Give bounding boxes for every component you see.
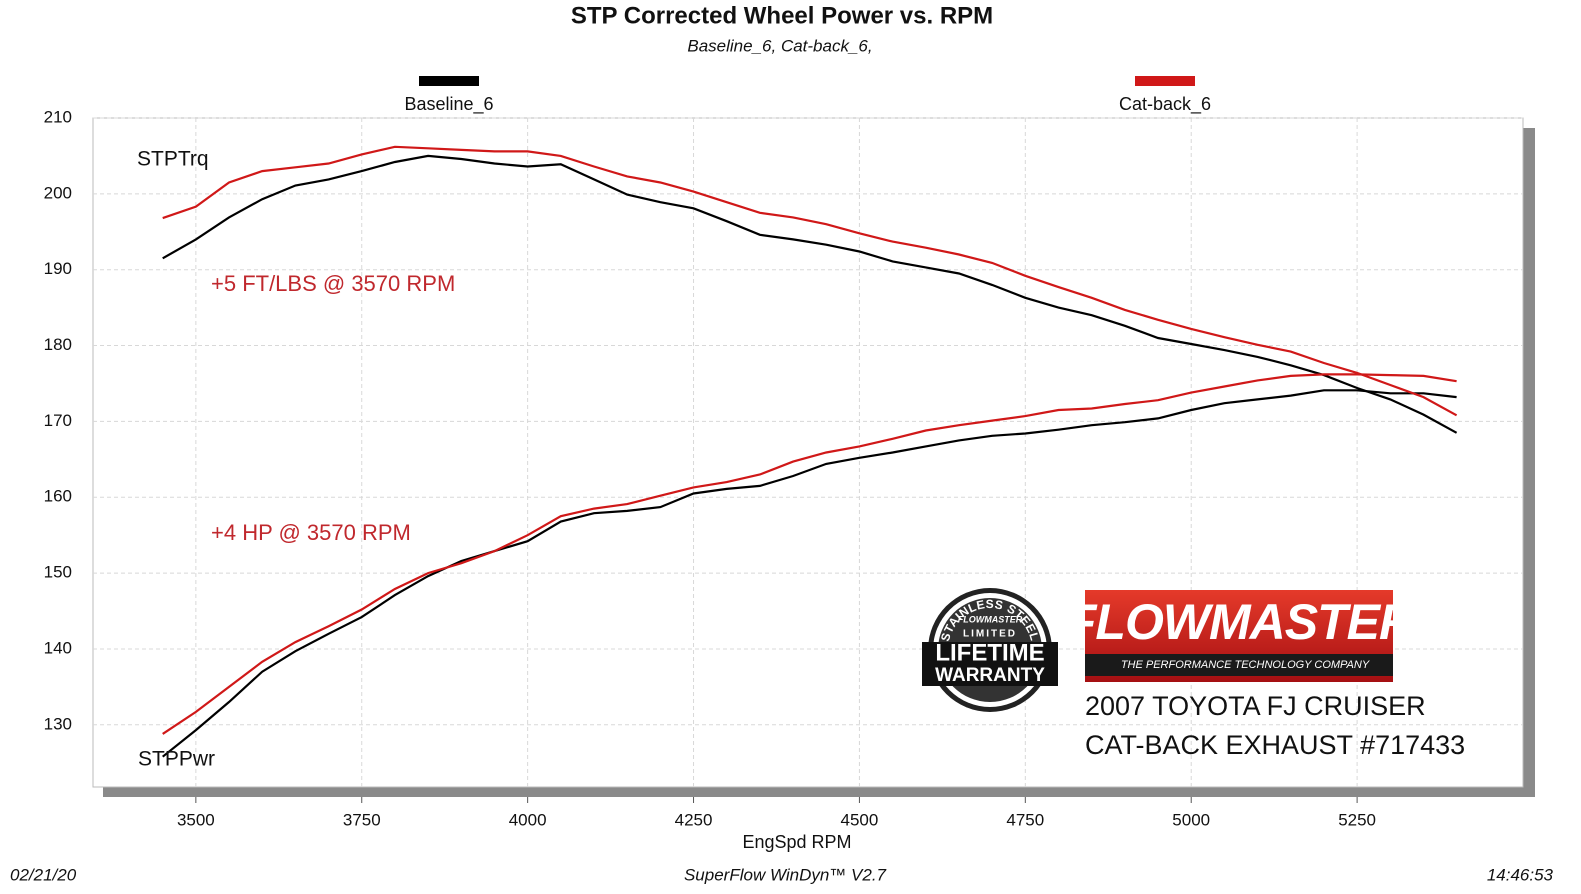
legend-swatch xyxy=(1135,76,1195,86)
footer-time: 14:46:53 xyxy=(1487,865,1554,884)
legend-swatch xyxy=(419,76,479,86)
power-line xyxy=(162,373,1457,735)
y-tick-label: 190 xyxy=(44,259,72,278)
footer-software: SuperFlow WinDyn™ V2.7 xyxy=(684,865,887,884)
legend-label: Baseline_6 xyxy=(404,94,493,115)
plot-area xyxy=(92,117,1524,788)
logo-tagline: THE PERFORMANCE TECHNOLOGY COMPANY xyxy=(1121,659,1370,671)
torque-line xyxy=(162,145,1458,417)
curve-label: STPPwr xyxy=(138,748,215,771)
badge-warranty: WARRANTY xyxy=(935,665,1045,686)
y-tick-label: 150 xyxy=(44,563,72,582)
curve-label: STPTrq xyxy=(137,148,209,171)
product-text: CAT-BACK EXHAUST #717433 xyxy=(1085,730,1465,760)
x-tick-label: 4250 xyxy=(675,810,713,829)
y-tick-label: 180 xyxy=(44,335,72,354)
warranty-badge: STAINLESS STEEL FLOWMASTER LIMITED LIFET… xyxy=(922,588,1058,712)
chart-title: STP Corrected Wheel Power vs. RPM xyxy=(571,2,993,29)
grid xyxy=(93,117,1523,787)
x-tick-label: 4000 xyxy=(509,810,547,829)
badge-limited: LIMITED xyxy=(963,629,1017,640)
logo-text: FLOWMASTER xyxy=(1066,594,1415,650)
y-tick-label: 210 xyxy=(44,107,72,126)
x-axis-label: EngSpd RPM xyxy=(742,832,851,852)
x-tick-label: 5250 xyxy=(1338,810,1376,829)
power-line xyxy=(162,389,1457,758)
x-tick-label: 5000 xyxy=(1172,810,1210,829)
flowmaster-logo: FLOWMASTER THE PERFORMANCE TECHNOLOGY CO… xyxy=(1066,590,1416,682)
vehicle-text: 2007 TOYOTA FJ CRUISER xyxy=(1085,691,1426,721)
annotation: +5 FT/LBS @ 3570 RPM xyxy=(211,271,455,296)
torque-line xyxy=(162,154,1458,434)
x-tick-label: 3500 xyxy=(177,810,215,829)
x-tick-label: 3750 xyxy=(343,810,381,829)
badge-brand: FLOWMASTER xyxy=(958,614,1023,624)
x-tick-label: 4500 xyxy=(841,810,879,829)
y-tick-label: 170 xyxy=(44,411,72,430)
legend-label: Cat-back_6 xyxy=(1119,94,1211,115)
y-tick-label: 200 xyxy=(44,183,72,202)
footer-date: 02/21/20 xyxy=(10,865,77,884)
y-tick-label: 160 xyxy=(44,487,72,506)
y-tick-label: 130 xyxy=(44,714,72,733)
lines xyxy=(162,145,1458,758)
x-tick-label: 4750 xyxy=(1006,810,1044,829)
annotation: +4 HP @ 3570 RPM xyxy=(211,520,411,545)
badge-lifetime: LIFETIME xyxy=(935,639,1044,666)
chart-subtitle: Baseline_6, Cat-back_6, xyxy=(687,36,872,55)
y-tick-label: 140 xyxy=(44,638,72,657)
